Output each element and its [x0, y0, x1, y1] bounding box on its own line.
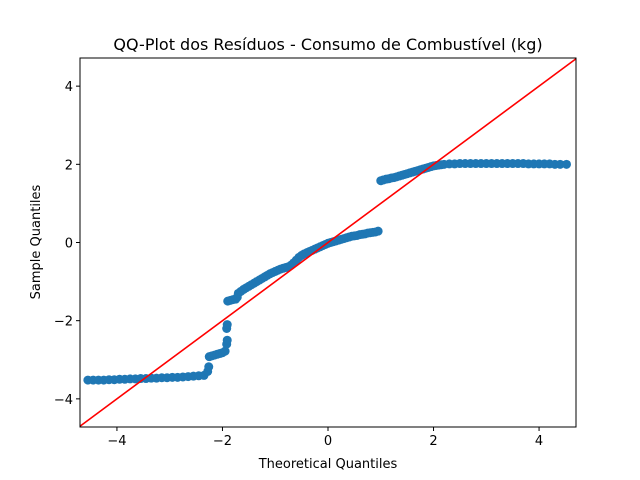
y-axis-label: Sample Quantiles [29, 184, 44, 299]
data-point [204, 362, 214, 372]
data-point [373, 226, 383, 236]
y-axis-ticks: −4 −2 0 2 4 [54, 80, 80, 408]
x-tick-label: 4 [535, 434, 543, 449]
data-point [220, 346, 230, 356]
y-tick-label: 4 [65, 80, 73, 95]
x-axis-label: Theoretical Quantiles [258, 457, 398, 472]
y-tick-label: 0 [65, 237, 73, 252]
y-tick-label: 2 [65, 158, 73, 173]
y-tick-label: −2 [54, 315, 73, 330]
reference-line-layer [80, 58, 576, 427]
x-tick-label: 2 [429, 434, 437, 449]
data-point [222, 335, 232, 345]
x-tick-label: −2 [213, 434, 232, 449]
data-point [555, 159, 565, 169]
x-axis-ticks: −4 −2 0 2 4 [107, 427, 543, 449]
chart-title: QQ-Plot dos Resíduos - Consumo de Combus… [113, 35, 542, 54]
data-point [222, 320, 232, 330]
plot-area [79, 57, 577, 428]
x-tick-label: −4 [107, 434, 126, 449]
data-points [83, 159, 571, 385]
y-tick-label: −4 [54, 393, 73, 408]
reference-line [80, 58, 576, 427]
x-tick-label: 0 [324, 434, 332, 449]
data-point [562, 159, 571, 169]
